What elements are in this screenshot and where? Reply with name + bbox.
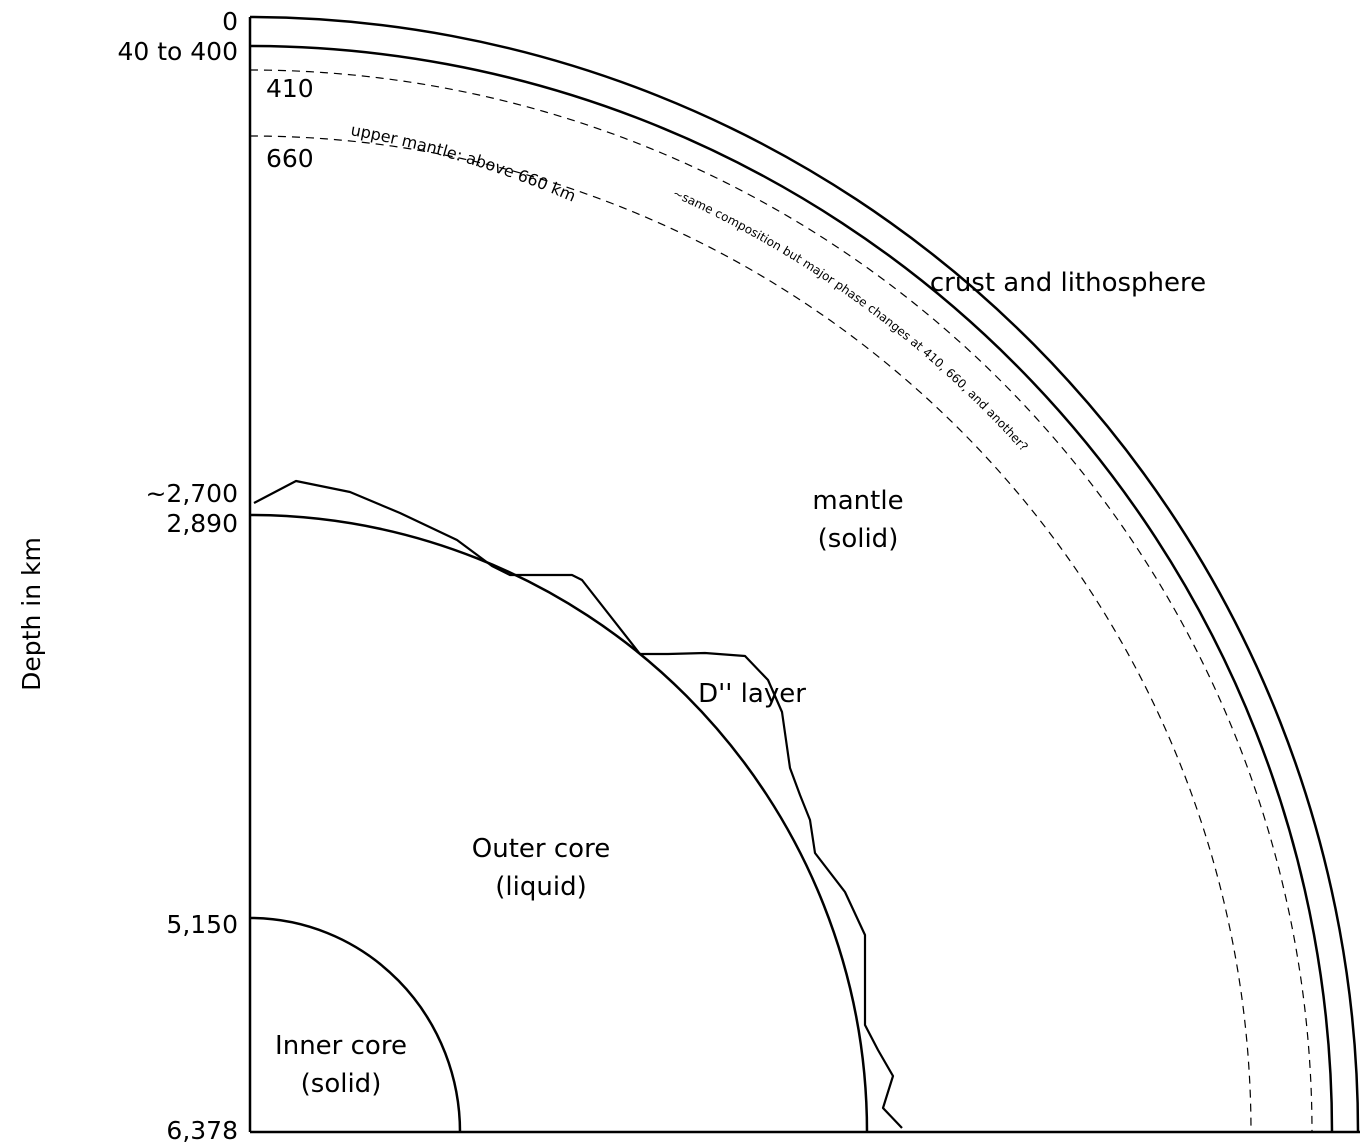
depth-tick-2890: 2,890: [166, 509, 238, 538]
upper-mantle-annotation: upper mantle: above 660 km: [349, 120, 578, 205]
inner-core-boundary: [249, 916, 462, 1133]
axis-label: Depth in km: [17, 537, 46, 691]
outer-core-label: Outer core: [472, 834, 610, 864]
core-mantle-boundary: [249, 513, 869, 1133]
depth-tick-lithosphere: 40 to 400: [117, 37, 238, 66]
depth-tick-410: 410: [266, 74, 314, 103]
mantle-state-label: (solid): [818, 524, 899, 554]
depth-tick-660: 660: [266, 144, 314, 173]
crust-label: crust and lithosphere: [930, 268, 1206, 298]
mantle-label: mantle: [812, 486, 903, 516]
depth-tick-5150: 5,150: [166, 910, 238, 939]
inner-core-label: Inner core: [275, 1031, 407, 1061]
depth-tick-2700: ~2,700: [145, 479, 238, 508]
depth-tick-0: 0: [222, 7, 238, 36]
boundary-660: [249, 135, 1252, 1133]
lithosphere-boundary: [249, 44, 1334, 1133]
boundary-410: [249, 69, 1313, 1133]
surface-boundary: [249, 15, 1360, 1133]
inner-core-state-label: (solid): [301, 1069, 382, 1099]
d-layer-label: D'' layer: [698, 679, 806, 709]
d-layer-boundary: [253, 479, 903, 1129]
outer-core-state-label: (liquid): [495, 872, 586, 902]
depth-tick-6378: 6,378: [166, 1116, 238, 1144]
phase-change-annotation: ~same composition but major phase change…: [671, 186, 1031, 454]
